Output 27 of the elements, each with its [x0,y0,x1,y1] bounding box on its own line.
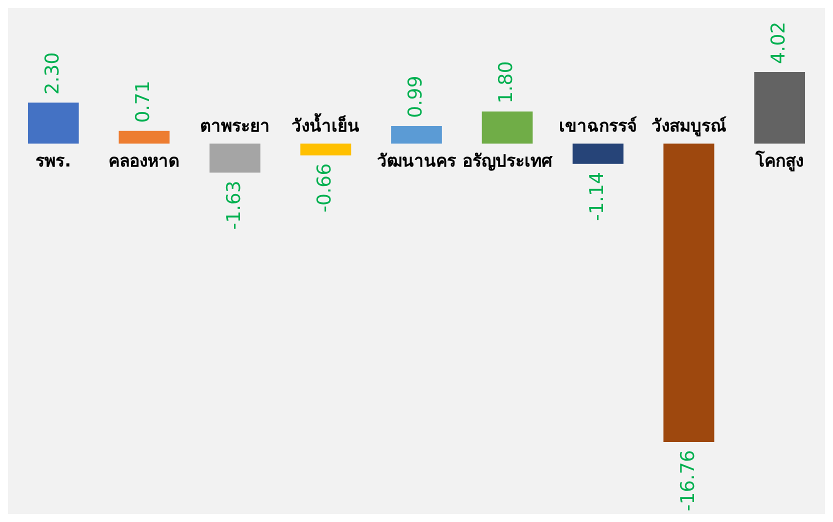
data-label: 1.80 [495,61,518,104]
data-label: -1.14 [586,172,608,222]
bar [28,102,79,144]
bar [754,72,806,144]
data-label: 4.02 [768,22,790,64]
data-label: -1.63 [222,180,245,230]
data-label: -0.66 [314,163,336,212]
data-label: 0.71 [132,80,154,123]
bar [300,144,352,156]
x-tick-label: เขาฉกรรจ์ [559,116,638,136]
data-label: -16.76 [676,450,699,512]
x-tick-label: วัฒนานคร [377,152,457,172]
x-tick-label: โคกสูง [754,150,804,172]
bar [572,144,624,164]
bar [210,144,260,173]
x-tick-label: ตาพระยา [200,116,270,136]
bar [391,126,442,144]
data-label: 2.30 [41,52,64,95]
x-tick-label: รพร. [36,152,72,172]
x-tick-label: คลองหาด [108,152,180,172]
bar [118,130,170,144]
x-tick-label: วังน้ำเย็น [292,112,360,136]
x-tick-label: วังสมบูรณ์ [651,116,726,138]
x-tick-label: อรัญประเทศ [462,152,554,172]
data-label: 0.99 [404,76,426,118]
bar [482,112,533,144]
bar [663,144,714,442]
